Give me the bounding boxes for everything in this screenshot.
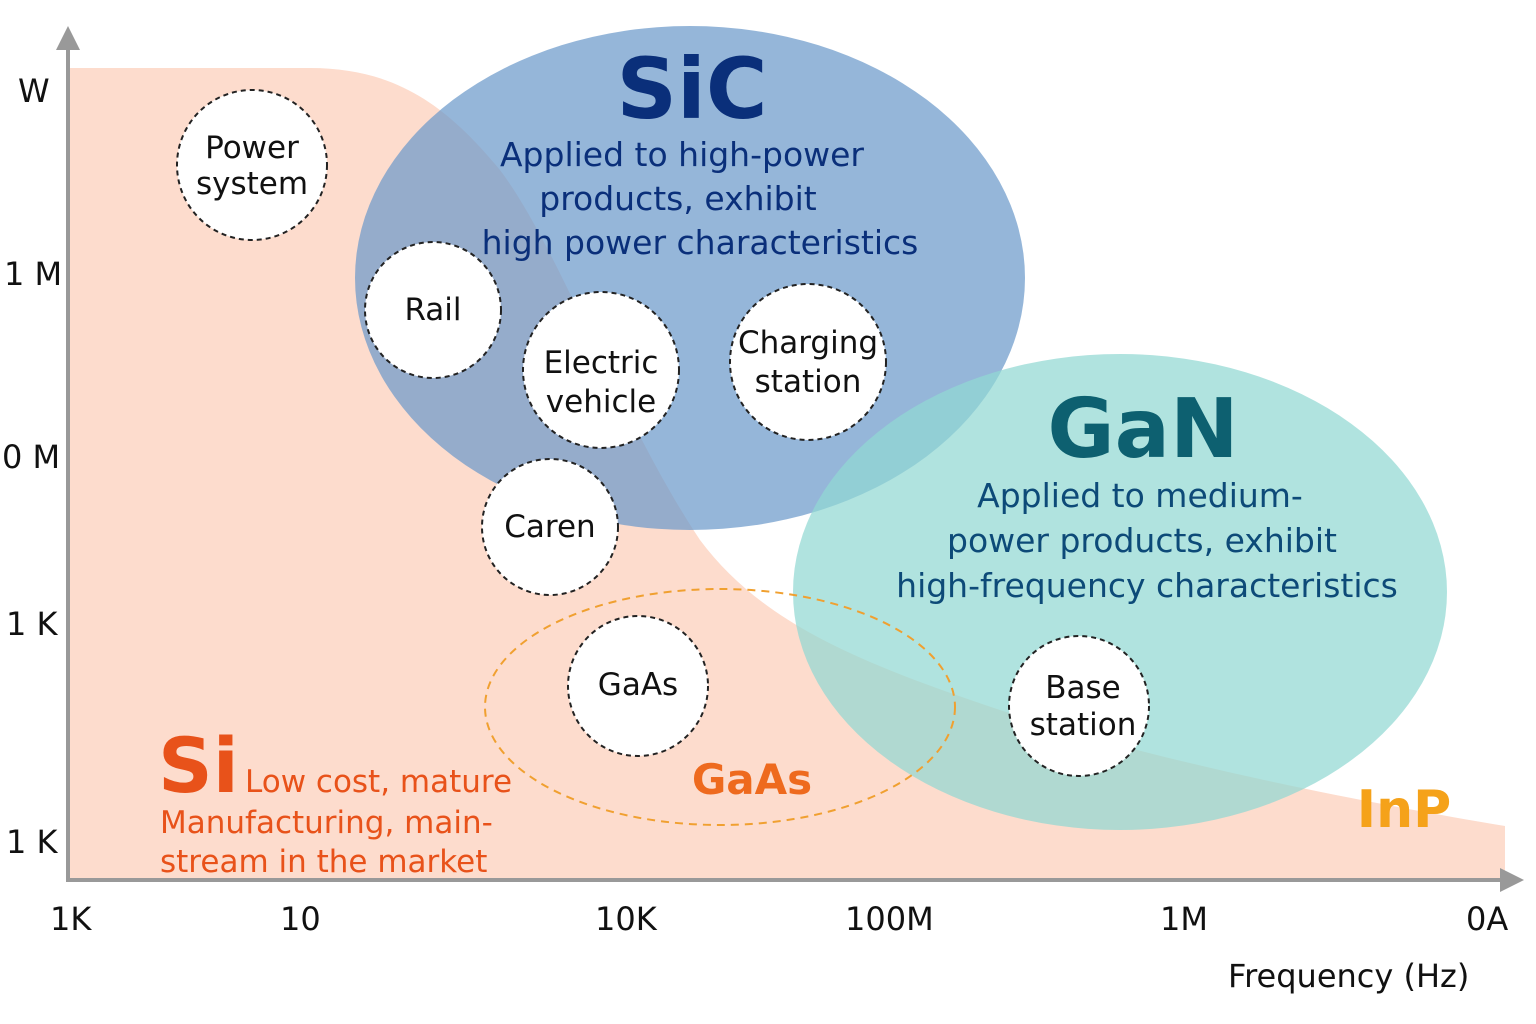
si-desc: stream in the market [160, 844, 487, 880]
inp-label: InP [1357, 780, 1451, 840]
svg-text:Power: Power [205, 130, 299, 166]
y-tick: 1 M [4, 255, 62, 293]
y-tick: 1 K [6, 823, 59, 861]
app-caren: Caren [481, 458, 619, 596]
x-tick: 10 [280, 900, 321, 938]
x-tick: 1K [50, 900, 92, 938]
x-tick: 10K [595, 900, 658, 938]
gan-desc: power products, exhibit [947, 521, 1337, 560]
gan-title: GaN [1047, 382, 1238, 477]
si-desc: Low cost, mature [245, 764, 512, 800]
svg-text:station: station [1030, 707, 1137, 743]
app-electric-vehicle: Electric vehicle [522, 291, 680, 449]
y-tick: 0 M [2, 438, 60, 476]
gaas-label: GaAs [692, 755, 812, 804]
gan-region [793, 354, 1447, 830]
svg-text:Electric: Electric [544, 345, 659, 381]
svg-text:Charging: Charging [738, 325, 878, 361]
app-gaas: GaAs [567, 615, 709, 757]
svg-text:system: system [196, 166, 308, 202]
sic-title: SiC [617, 40, 768, 138]
svg-text:GaAs: GaAs [598, 667, 678, 703]
app-base-station: Base station [1008, 635, 1150, 777]
svg-text:Base: Base [1045, 670, 1121, 706]
x-tick: 100M [845, 900, 934, 938]
x-axis-label: Frequency (Hz) [1228, 957, 1469, 995]
y-axis-arrow-icon [56, 26, 80, 50]
gaas-region [484, 588, 956, 826]
app-charging-station: Charging station [729, 283, 887, 441]
sic-desc: high power characteristics [482, 223, 919, 262]
svg-text:Caren: Caren [504, 509, 595, 545]
si-title: Si [158, 721, 239, 810]
sic-desc: Applied to high-power [500, 135, 864, 174]
app-power-system: Power system [176, 89, 328, 241]
x-tick: 0A [1466, 900, 1508, 938]
svg-text:station: station [755, 364, 862, 400]
gan-desc: Applied to medium- [977, 476, 1303, 515]
sic-desc: products, exhibit [539, 179, 817, 218]
svg-text:Rail: Rail [404, 292, 461, 328]
x-axis-arrow-icon [1500, 868, 1524, 892]
y-tick: 1 K [6, 605, 59, 643]
x-tick: 1M [1160, 900, 1208, 938]
gan-desc: high-frequency characteristics [896, 566, 1398, 605]
app-rail: Rail [364, 241, 502, 379]
si-desc: Manufacturing, main- [160, 805, 493, 841]
y-tick: W [18, 72, 50, 110]
svg-text:vehicle: vehicle [546, 384, 656, 420]
